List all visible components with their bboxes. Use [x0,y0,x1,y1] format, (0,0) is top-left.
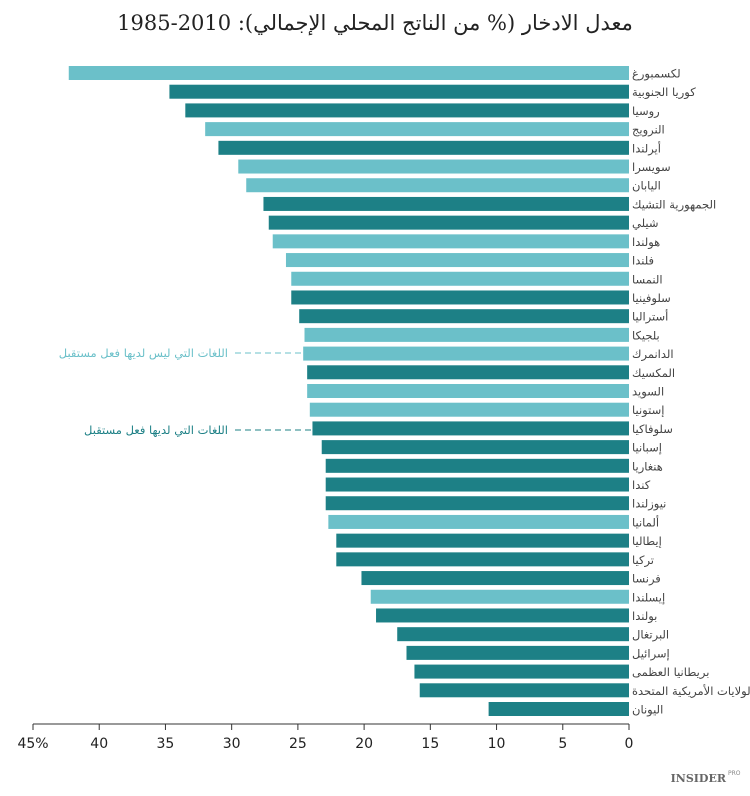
x-tick-label: 10 [488,736,506,752]
bar [419,683,629,698]
x-tick-label: 30 [223,736,241,752]
bar [336,533,629,548]
bar [307,384,629,398]
logo: INSIDER PRO [671,770,741,785]
category-label: سلوفاكيا [632,422,673,437]
category-label: كوريا الجنوبية [632,85,696,100]
bar [361,571,629,586]
category-label: إيسلندا [632,590,665,604]
x-tick-label: 45% [17,736,48,752]
x-tick-label: 0 [625,736,634,752]
bar [303,346,629,361]
bar [307,365,629,380]
x-tick-label: 35 [157,736,175,752]
bar [263,196,629,211]
bar [238,159,630,174]
bar [414,664,629,679]
category-label: بولندا [632,609,657,624]
category-label: الجمهورية التشيك [632,197,716,212]
category-label: إسبانيا [632,441,662,455]
category-label: بلجيكا [632,328,660,342]
category-label: هنغاريا [632,459,663,474]
x-tick-label: 25 [289,736,307,752]
bar [328,514,629,529]
bar [321,440,629,455]
category-label: السويد [632,385,664,400]
logo-sup: PRO [728,770,741,777]
bar [291,290,629,305]
bar [218,140,629,155]
category-label: اليابان [632,179,661,193]
category-label: سلوفينيا [632,291,671,306]
bar [325,477,629,492]
category-label: سويسرا [632,160,671,175]
bar [370,589,629,604]
bar [376,608,629,623]
legend-label: اللغات التي لديها فعل مستقبل [84,423,228,437]
bar [299,309,629,324]
bar [309,402,629,417]
category-label: أيرلندا [632,140,661,156]
category-label: اليونان [632,703,663,718]
category-label: كندا [632,478,651,492]
bar [406,645,629,660]
bar [169,84,629,99]
chart-title: معدل الادخار (% من الناتج المحلي الإجمال… [117,11,633,36]
category-label: البرتغال [632,628,669,643]
category-label: المكسيك [632,366,675,380]
category-label: إيطاليا [632,534,662,548]
category-label: إسرائيل [632,646,670,661]
bar [397,627,629,642]
bar [336,552,629,567]
category-label: فلندا [632,254,654,268]
logo-text: INSIDER [671,772,727,785]
bar [205,122,629,137]
category-label: تركيا [632,553,654,568]
category-label: شيلي [632,216,659,230]
x-tick-label: 5 [558,736,567,752]
bar [285,253,629,268]
category-label: الدانمرك [632,347,674,362]
bar [325,496,629,511]
category-label: نيوزلندا [632,497,666,512]
x-tick-label: 15 [421,736,439,752]
bar [68,66,629,80]
category-label: أستراليا [632,309,668,325]
bar [488,702,629,716]
category-label: روسيا [632,104,660,119]
bar [268,215,629,230]
x-tick-label: 20 [355,736,373,752]
bar [312,421,629,436]
category-label: هولندا [632,235,660,250]
bar [304,327,629,342]
x-tick-label: 40 [90,736,108,752]
category-label: ألمانيا [632,514,659,529]
bar [325,458,629,473]
category-label: الولايات الأمريكية المتحدة [632,684,750,699]
category-label: النرويج [632,123,665,138]
legend-label: اللغات التي ليس لديها فعل مستقبل [59,346,228,361]
category-label: إستونيا [632,403,664,418]
bar [185,103,630,118]
bar [291,271,629,286]
bar [246,178,630,193]
category-label: لكسمبورغ [632,67,681,82]
bar [272,234,629,249]
category-label: النمسا [632,272,663,286]
category-label: بريطانيا العظمى [632,665,709,680]
category-label: فرنسا [632,572,661,587]
